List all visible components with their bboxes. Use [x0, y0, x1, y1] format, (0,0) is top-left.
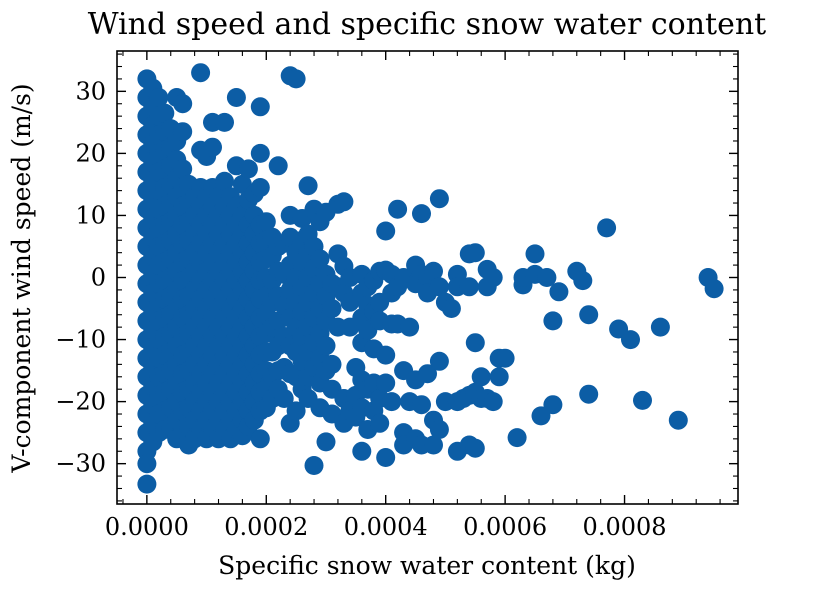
data-point [537, 268, 557, 287]
data-point [465, 438, 485, 458]
y-tick-label: 30 [75, 77, 106, 105]
data-point [543, 395, 563, 415]
y-tick-label: −20 [55, 388, 106, 416]
data-point [370, 413, 390, 433]
data-point [203, 137, 222, 157]
x-tick-label: 0.0006 [463, 513, 547, 541]
data-point [137, 454, 157, 474]
data-point [429, 420, 449, 439]
data-point [633, 390, 652, 410]
data-point [191, 63, 211, 83]
data-point [507, 428, 527, 448]
data-point [238, 159, 258, 179]
data-point [173, 122, 193, 142]
data-point [250, 143, 270, 163]
data-point [489, 367, 509, 387]
data-point [226, 88, 246, 107]
data-point [250, 178, 270, 197]
x-tick-label: 0.0008 [583, 513, 667, 541]
data-point [376, 221, 396, 241]
data-point [495, 348, 515, 368]
data-point [334, 192, 354, 212]
data-point [429, 189, 449, 209]
data-point [352, 441, 372, 461]
y-tick-label: 0 [91, 264, 106, 292]
chart-title: Wind speed and specific snow water conte… [88, 7, 766, 42]
data-point [650, 317, 670, 337]
data-point [465, 243, 485, 263]
x-tick-label: 0.0000 [105, 513, 189, 541]
data-point [250, 97, 270, 117]
data-point [483, 268, 503, 287]
data-point [597, 218, 617, 238]
data-point [525, 244, 545, 264]
data-point [250, 429, 270, 449]
data-point [412, 204, 431, 224]
x-tick-label: 0.0002 [224, 513, 308, 541]
data-point [137, 474, 157, 494]
data-point [173, 94, 193, 114]
ticks-layer: 0.0000 0.0002 0.0004 0.0006 0.0008 −30 −20 −10 0… [55, 51, 738, 541]
data-point [429, 351, 449, 371]
data-point [418, 364, 437, 384]
data-point [316, 432, 336, 452]
data-point [388, 199, 408, 219]
data-point [429, 277, 449, 297]
data-point [298, 176, 318, 196]
data-point [483, 392, 503, 412]
x-axis-label: Specific snow water content (kg) [218, 551, 636, 580]
data-point [155, 103, 175, 123]
data-point [668, 410, 688, 430]
data-point [459, 277, 479, 297]
y-tick-label: −30 [55, 450, 106, 478]
data-point [322, 354, 342, 374]
data-point [256, 212, 276, 232]
data-point [268, 156, 288, 176]
data-point [316, 336, 336, 356]
data-point [471, 367, 491, 387]
data-point [465, 333, 485, 353]
data-point [215, 171, 234, 191]
data-point [274, 389, 294, 408]
data-point [286, 401, 306, 421]
data-point [543, 311, 563, 331]
y-axis-label: V-component wind speed (m/s) [7, 83, 36, 473]
data-point [412, 395, 431, 415]
data-point [376, 345, 396, 365]
data-point [441, 299, 461, 318]
y-tick-label: −10 [55, 326, 106, 354]
data-point [704, 279, 724, 299]
data-point [573, 271, 593, 291]
data-point [579, 305, 599, 325]
data-point [400, 317, 420, 337]
data-point [286, 69, 306, 89]
data-point [424, 435, 443, 455]
data-point [579, 384, 599, 404]
data-point [382, 392, 402, 412]
data-point [173, 159, 193, 179]
data-point [376, 373, 396, 393]
data-point [310, 249, 330, 269]
data-point [322, 299, 342, 318]
data-point [424, 261, 443, 281]
data-point [304, 456, 324, 475]
data-point [621, 330, 640, 350]
points-layer [137, 63, 724, 494]
data-point [549, 282, 569, 302]
y-tick-label: 20 [75, 139, 106, 167]
x-tick-label: 0.0004 [344, 513, 428, 541]
data-point [531, 406, 551, 426]
y-tick-label: 10 [75, 201, 106, 229]
data-point [376, 448, 396, 467]
data-point [149, 88, 169, 107]
data-point [215, 112, 234, 132]
